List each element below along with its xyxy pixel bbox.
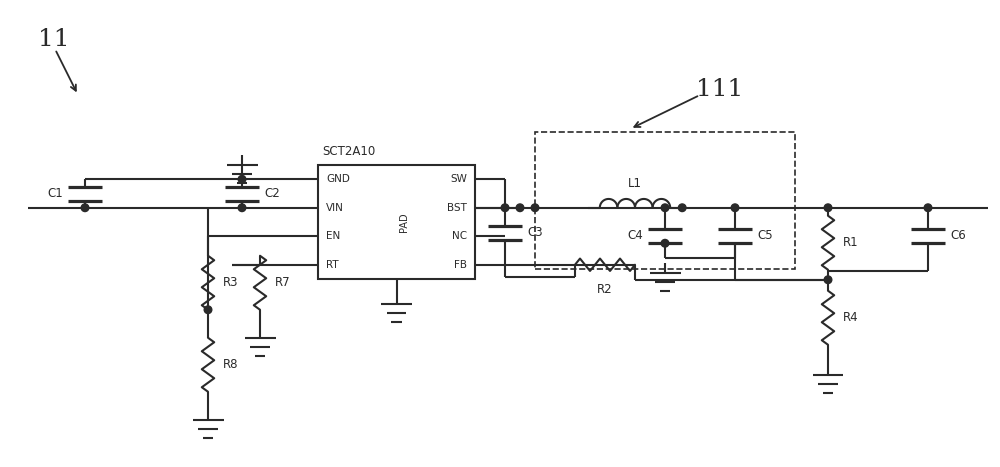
Text: C4: C4 bbox=[627, 229, 643, 242]
Text: PAD: PAD bbox=[398, 212, 409, 232]
Circle shape bbox=[516, 204, 524, 212]
Text: R4: R4 bbox=[843, 311, 859, 324]
FancyBboxPatch shape bbox=[318, 165, 475, 279]
Circle shape bbox=[238, 204, 246, 212]
Circle shape bbox=[531, 204, 539, 212]
Text: C1: C1 bbox=[47, 187, 63, 200]
Text: VIN: VIN bbox=[326, 203, 344, 213]
Text: R2: R2 bbox=[597, 283, 613, 296]
Text: R3: R3 bbox=[223, 276, 239, 289]
Circle shape bbox=[238, 176, 246, 183]
Circle shape bbox=[924, 204, 932, 212]
Text: L1: L1 bbox=[628, 177, 642, 190]
Circle shape bbox=[731, 204, 739, 212]
Text: GND: GND bbox=[326, 174, 350, 184]
Circle shape bbox=[678, 204, 686, 212]
Circle shape bbox=[824, 204, 832, 212]
Text: C2: C2 bbox=[264, 187, 280, 200]
Circle shape bbox=[824, 276, 832, 283]
Circle shape bbox=[81, 204, 89, 212]
Text: RT: RT bbox=[326, 260, 339, 270]
Circle shape bbox=[501, 204, 509, 212]
Text: SCT2A10: SCT2A10 bbox=[322, 145, 375, 158]
Text: SW: SW bbox=[450, 174, 467, 184]
Text: R8: R8 bbox=[223, 358, 239, 371]
Text: EN: EN bbox=[326, 231, 340, 241]
Text: C3: C3 bbox=[527, 226, 543, 239]
Text: FB: FB bbox=[454, 260, 467, 270]
Text: C5: C5 bbox=[757, 229, 773, 242]
Text: NC: NC bbox=[452, 231, 467, 241]
Text: R1: R1 bbox=[843, 236, 859, 249]
Circle shape bbox=[204, 306, 212, 313]
Text: 11: 11 bbox=[38, 28, 70, 50]
Text: 111: 111 bbox=[696, 78, 744, 100]
Circle shape bbox=[661, 204, 669, 212]
Text: C6: C6 bbox=[950, 229, 966, 242]
Text: BST: BST bbox=[447, 203, 467, 213]
Text: R7: R7 bbox=[275, 276, 291, 289]
Circle shape bbox=[661, 240, 669, 247]
